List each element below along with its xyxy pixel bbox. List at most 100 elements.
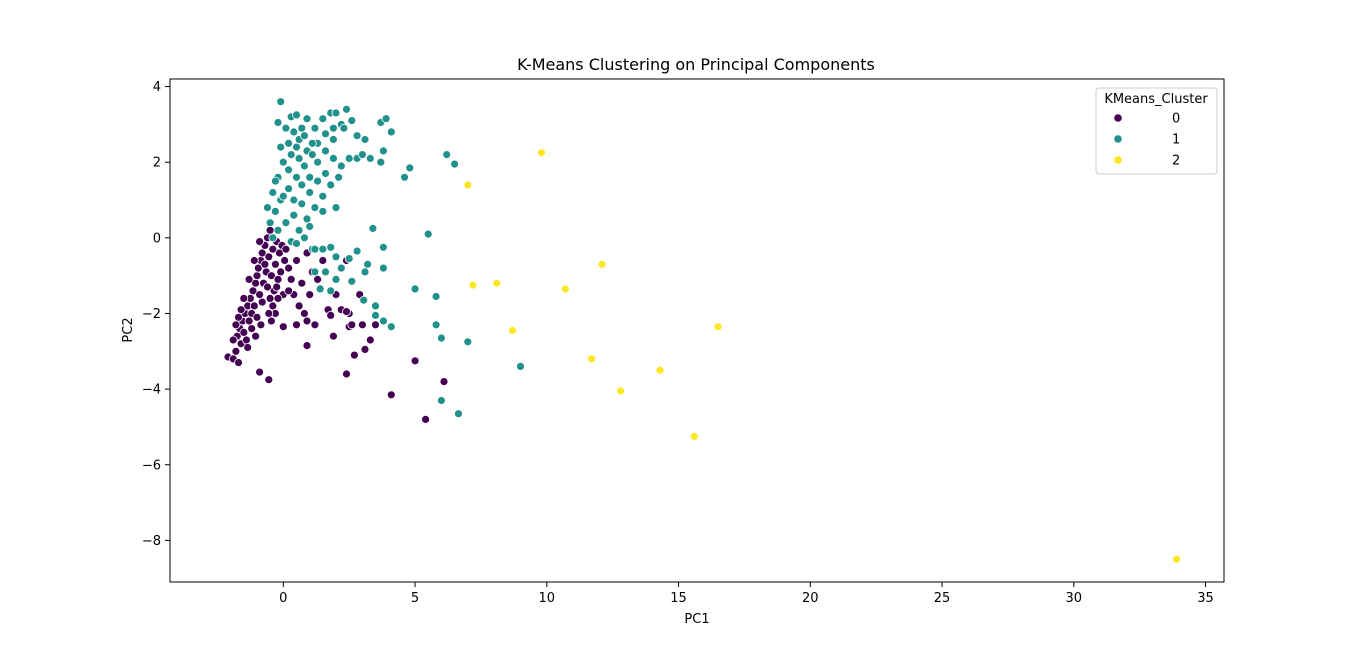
data-point-cluster-1 xyxy=(302,214,312,224)
data-point-cluster-1 xyxy=(307,138,317,148)
data-point-cluster-0 xyxy=(357,320,367,330)
data-point-cluster-1 xyxy=(297,123,307,133)
data-point-cluster-0 xyxy=(231,346,241,356)
data-point-cluster-1 xyxy=(292,239,301,248)
data-point-cluster-1 xyxy=(378,263,388,273)
data-point-cluster-1 xyxy=(516,361,525,371)
x-tick-label: 5 xyxy=(411,591,419,606)
data-point-cluster-1 xyxy=(363,259,373,269)
data-point-cluster-1 xyxy=(360,135,370,144)
data-point-cluster-0 xyxy=(263,282,272,292)
data-point-cluster-1 xyxy=(273,118,283,127)
data-point-cluster-1 xyxy=(410,284,420,294)
data-point-cluster-0 xyxy=(268,244,278,254)
data-point-cluster-1 xyxy=(263,203,272,213)
data-point-cluster-1 xyxy=(289,127,299,137)
data-point-cluster-1 xyxy=(270,176,280,186)
data-point-cluster-1 xyxy=(299,233,309,243)
data-point-cluster-1 xyxy=(347,116,357,125)
y-tick-label: −8 xyxy=(142,534,161,549)
data-point-cluster-1 xyxy=(381,114,391,124)
legend-entries: 0 1 2 xyxy=(1113,112,1180,169)
data-point-cluster-0 xyxy=(239,293,249,303)
data-point-cluster-0 xyxy=(294,301,304,311)
data-point-cluster-0 xyxy=(297,278,307,288)
data-point-cluster-0 xyxy=(292,320,301,330)
data-point-cluster-0 xyxy=(313,274,323,284)
data-point-cluster-1 xyxy=(347,276,357,286)
data-point-cluster-0 xyxy=(249,301,259,311)
x-tick-label: 20 xyxy=(802,591,819,606)
chart-title: K-Means Clustering on Principal Componen… xyxy=(517,55,875,74)
data-point-cluster-0 xyxy=(265,225,275,235)
data-point-cluster-2 xyxy=(560,284,570,294)
data-point-cluster-0 xyxy=(342,369,351,379)
data-point-cluster-0 xyxy=(305,290,315,300)
data-point-cluster-1 xyxy=(284,138,294,148)
data-point-cluster-2 xyxy=(463,180,473,190)
data-point-cluster-0 xyxy=(349,350,359,360)
data-point-cluster-0 xyxy=(239,327,249,337)
data-point-cluster-1 xyxy=(284,184,294,194)
data-point-cluster-1 xyxy=(328,123,338,133)
data-point-cluster-0 xyxy=(299,309,309,318)
data-point-cluster-1 xyxy=(297,199,307,209)
data-point-cluster-0 xyxy=(386,390,396,400)
data-point-cluster-0 xyxy=(266,316,276,326)
data-point-cluster-1 xyxy=(315,284,325,294)
data-point-cluster-0 xyxy=(248,286,258,296)
data-point-cluster-1 xyxy=(305,188,315,197)
x-axis-label: PC1 xyxy=(684,612,709,627)
data-point-cluster-1 xyxy=(405,163,415,173)
data-point-cluster-1 xyxy=(326,180,336,190)
data-point-cluster-0 xyxy=(278,322,288,332)
data-point-cluster-1 xyxy=(442,150,452,160)
x-tick-label: 25 xyxy=(934,591,951,606)
data-point-cluster-0 xyxy=(264,309,274,318)
data-point-cluster-1 xyxy=(289,210,299,220)
data-point-cluster-1 xyxy=(378,316,388,326)
data-point-cluster-0 xyxy=(342,307,351,317)
data-point-cluster-0 xyxy=(347,320,357,330)
data-point-cluster-1 xyxy=(352,131,362,141)
data-point-cluster-1 xyxy=(352,246,362,256)
x-tick-label: 30 xyxy=(1066,591,1083,606)
legend-box xyxy=(1095,87,1218,175)
data-point-cluster-0 xyxy=(326,310,336,320)
legend-marker-2 xyxy=(1113,155,1123,165)
data-point-cluster-2 xyxy=(690,431,699,441)
data-point-cluster-0 xyxy=(292,256,301,265)
y-tick-label: 2 xyxy=(153,156,161,171)
data-point-cluster-1 xyxy=(339,123,349,133)
data-point-cluster-2 xyxy=(468,280,478,290)
data-point-cluster-1 xyxy=(386,322,396,332)
data-point-cluster-1 xyxy=(436,333,446,343)
data-point-cluster-1 xyxy=(273,225,283,235)
data-point-cluster-0 xyxy=(273,274,283,284)
data-point-cluster-1 xyxy=(281,123,291,133)
data-point-cluster-0 xyxy=(365,335,375,345)
data-point-cluster-0 xyxy=(371,320,380,330)
data-point-cluster-0 xyxy=(266,271,276,281)
data-point-cluster-1 xyxy=(454,409,463,419)
data-point-cluster-2 xyxy=(616,386,625,396)
data-point-cluster-1 xyxy=(400,172,409,182)
data-point-cluster-0 xyxy=(253,263,263,273)
data-point-cluster-1 xyxy=(292,142,301,152)
data-point-cluster-1 xyxy=(307,150,317,160)
data-point-cluster-1 xyxy=(292,172,301,182)
data-point-cluster-1 xyxy=(376,157,386,167)
x-tick-label: 10 xyxy=(539,591,556,606)
legend-title: KMeans_Cluster xyxy=(1104,92,1208,107)
x-axis: 0 5 10 15 20 25 30 35 xyxy=(279,582,1214,606)
data-point-cluster-1 xyxy=(360,267,370,277)
data-point-cluster-0 xyxy=(234,358,243,368)
data-point-cluster-1 xyxy=(310,244,320,254)
data-point-cluster-0 xyxy=(257,248,267,258)
data-point-cluster-0 xyxy=(284,286,294,296)
data-point-cluster-1 xyxy=(331,108,341,118)
data-point-cluster-0 xyxy=(268,301,278,311)
data-point-cluster-0 xyxy=(270,259,280,269)
data-point-cluster-1 xyxy=(371,301,380,311)
data-point-cluster-0 xyxy=(231,320,241,330)
